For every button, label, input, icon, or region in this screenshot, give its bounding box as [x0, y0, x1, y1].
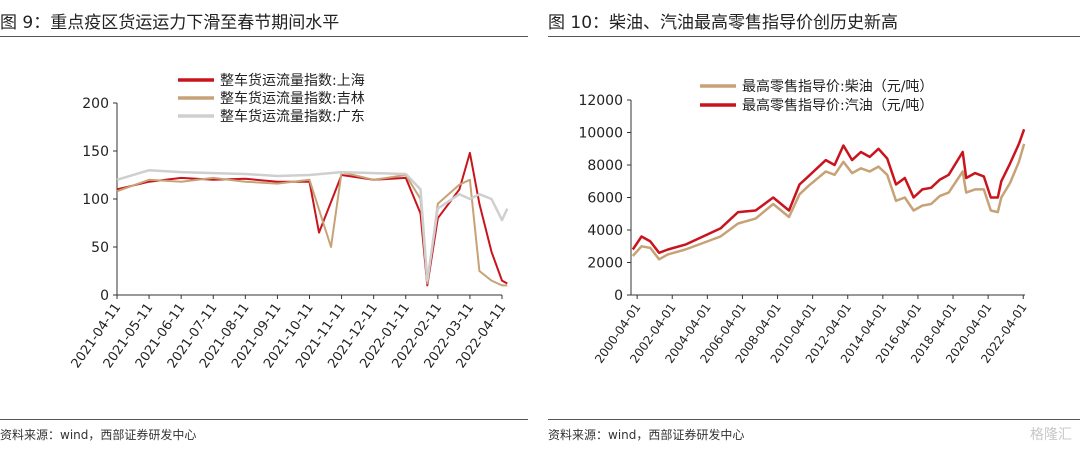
y-tick-label: 8000 — [587, 158, 623, 174]
y-tick-label: 10000 — [578, 126, 623, 142]
freight-index-chart: 0501001502002021-04-112021-05-112021-06-… — [69, 72, 510, 371]
left-source: 资料来源：wind，西部证券研发中心 — [0, 428, 197, 442]
right-figure-title: 图 10：柴油、汽油最高零售指导价创历史新高 — [548, 13, 899, 33]
y-tick-label: 0 — [614, 288, 623, 304]
series-line-2 — [631, 128, 1026, 255]
series-line-1 — [631, 143, 1026, 261]
legend-label-1: 最高零售指导价:柴油（元/吨） — [742, 78, 933, 95]
y-tick-label: 150 — [82, 144, 109, 160]
y-tick-label: 4000 — [587, 223, 623, 239]
series-line-2 — [116, 171, 508, 287]
right-title-rule — [548, 36, 1080, 37]
y-tick-label: 100 — [82, 192, 109, 208]
y-tick-label: 200 — [82, 96, 109, 112]
series-line-3 — [116, 168, 509, 282]
fuel-price-chart: 0200040006000800010000120002000-04-01200… — [578, 78, 1029, 366]
watermark-logo: 格隆汇 — [1030, 427, 1072, 443]
left-figure-title: 图 9：重点疫区货运运力下滑至春节期间水平 — [0, 13, 340, 33]
legend-label-1: 整车货运流量指数:上海 — [220, 72, 365, 89]
right-source-rule — [548, 419, 1080, 420]
legend-label-2: 最高零售指导价:汽油（元/吨） — [742, 97, 933, 114]
legend-label-2: 整车货运流量指数:吉林 — [220, 90, 365, 107]
left-figure: 图 9：重点疫区货运运力下滑至春节期间水平 0 50 100 150 200 2021-0… — [0, 0, 528, 450]
right-figure: 图 10：柴油、汽油最高零售指导价创历史新高 0 2000 4000 6000 8000… — [548, 0, 1080, 450]
left-title-rule — [0, 36, 528, 37]
left-source-rule — [0, 419, 528, 420]
y-tick-label: 0 — [100, 288, 109, 304]
y-tick-label: 12000 — [578, 93, 623, 109]
right-source: 资料来源：wind，西部证券研发中心 — [548, 428, 745, 442]
legend-label-3: 整车货运流量指数:广东 — [220, 108, 365, 125]
y-tick-label: 2000 — [587, 256, 623, 272]
y-tick-label: 50 — [91, 240, 109, 256]
y-tick-label: 6000 — [587, 191, 623, 207]
